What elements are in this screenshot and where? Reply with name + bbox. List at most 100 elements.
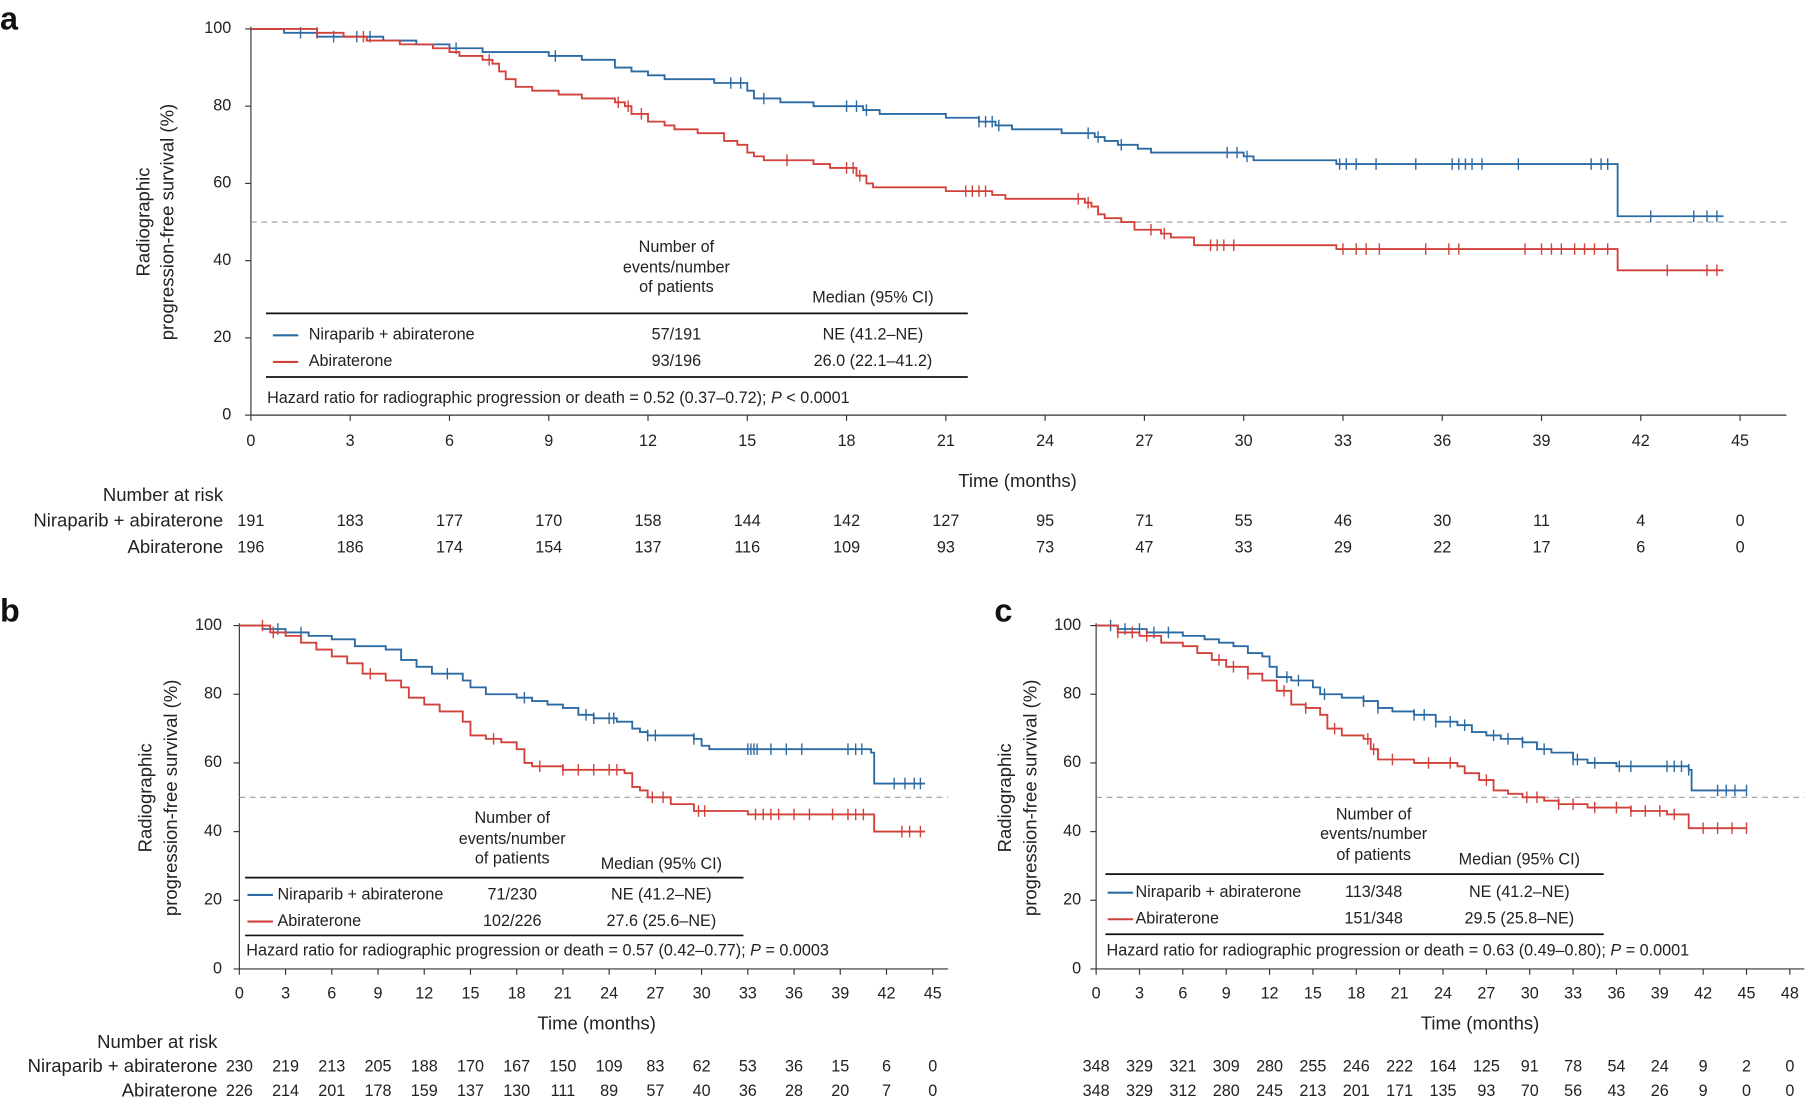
risk-count: 177 [436, 512, 463, 530]
legend-label: Abiraterone [278, 912, 362, 930]
x-tick-label: 24 [1036, 432, 1054, 450]
hazard-ratio-part: = 0.0003 [761, 942, 829, 960]
hazard-ratio-part: < 0.0001 [782, 389, 850, 407]
risk-count: 70 [1521, 1082, 1539, 1100]
x-tick-label: 33 [1334, 432, 1352, 450]
x-tick-label: 42 [1694, 985, 1712, 1003]
risk-count: 6 [1636, 538, 1645, 556]
risk-count: 186 [337, 538, 364, 556]
events-header: Number of [1336, 805, 1412, 823]
median-cell: NE (41.2–NE) [611, 885, 712, 903]
risk-count: 150 [549, 1058, 576, 1076]
x-tick-label: 39 [1533, 432, 1551, 450]
x-tick-label: 0 [1092, 985, 1101, 1003]
x-tick-label: 12 [639, 432, 657, 450]
risk-count: 183 [337, 512, 364, 530]
risk-row-label: Abiraterone [128, 536, 224, 557]
x-tick-label: 42 [877, 985, 895, 1003]
hazard-ratio-part: Hazard ratio for radiographic progressio… [1107, 942, 1611, 960]
x-tick-label: 15 [738, 432, 756, 450]
x-tick-label: 27 [1477, 985, 1495, 1003]
risk-count: 6 [882, 1058, 891, 1076]
y-tick-label: 100 [1054, 616, 1081, 634]
y-tick-label: 0 [222, 405, 231, 423]
risk-count: 20 [831, 1082, 849, 1100]
median-cell: 27.6 (25.6–NE) [607, 912, 717, 930]
risk-count: 40 [693, 1082, 711, 1100]
x-tick-label: 24 [600, 985, 618, 1003]
x-tick-label: 36 [1433, 432, 1451, 450]
risk-count: 0 [1736, 512, 1745, 530]
panel-label: c [994, 592, 1012, 628]
risk-count: 245 [1256, 1082, 1283, 1100]
y-tick-label: 100 [195, 616, 222, 634]
risk-count: 130 [503, 1082, 530, 1100]
y-tick-label: 40 [204, 822, 222, 840]
x-tick-label: 42 [1632, 432, 1650, 450]
risk-count: 226 [226, 1082, 253, 1100]
median-cell: 26.0 (22.1–41.2) [814, 352, 933, 370]
risk-row-label: Abiraterone [122, 1079, 218, 1100]
risk-count: 142 [833, 512, 860, 530]
y-tick-label: 60 [204, 753, 222, 771]
legend-label: Abiraterone [309, 352, 393, 370]
risk-count: 57 [646, 1082, 664, 1100]
risk-count: 9 [1699, 1082, 1708, 1100]
hazard-ratio-part: P [771, 389, 782, 407]
risk-count: 0 [1785, 1082, 1794, 1100]
risk-count: 213 [1299, 1082, 1326, 1100]
risk-count: 201 [1343, 1082, 1370, 1100]
x-tick-label: 12 [415, 985, 433, 1003]
risk-count: 230 [226, 1058, 253, 1076]
events-header: of patients [475, 849, 550, 867]
risk-count: 22 [1433, 538, 1451, 556]
y-tick-label: 20 [204, 891, 222, 909]
hazard-ratio: Hazard ratio for radiographic progressio… [1107, 942, 1690, 960]
risk-count: 36 [739, 1082, 757, 1100]
risk-count: 255 [1299, 1058, 1326, 1076]
y-tick-label: 0 [213, 959, 222, 977]
risk-count: 125 [1473, 1058, 1500, 1076]
events-header: of patients [1336, 846, 1411, 864]
y-tick-label: 60 [1063, 753, 1081, 771]
risk-count: 170 [535, 512, 562, 530]
x-tick-label: 0 [246, 432, 255, 450]
risk-count: 0 [1742, 1082, 1751, 1100]
survival-curve [1096, 624, 1747, 792]
risk-count: 321 [1169, 1058, 1196, 1076]
y-axis-label: Radiographic [135, 743, 156, 852]
risk-row-label: Niraparib + abiraterone [33, 509, 223, 530]
x-tick-label: 9 [544, 432, 553, 450]
survival-curve [239, 624, 926, 785]
x-tick-label: 3 [346, 432, 355, 450]
median-cell: 29.5 (25.8–NE) [1464, 910, 1574, 928]
legend-label: Abiraterone [1135, 910, 1219, 928]
risk-count: 89 [600, 1082, 618, 1100]
x-tick-label: 12 [1261, 985, 1279, 1003]
hazard-ratio-part: = 0.0001 [1621, 942, 1689, 960]
x-tick-label: 30 [1235, 432, 1253, 450]
risk-count: 111 [551, 1082, 576, 1100]
x-tick-label: 36 [1607, 985, 1625, 1003]
risk-count: 78 [1564, 1058, 1582, 1076]
risk-count: 164 [1430, 1058, 1457, 1076]
risk-count: 109 [833, 538, 860, 556]
x-axis-label: Time (months) [958, 470, 1077, 491]
risk-count: 71 [1135, 512, 1153, 530]
risk-count: 159 [411, 1082, 438, 1100]
risk-count: 137 [457, 1082, 484, 1100]
x-tick-label: 27 [646, 985, 664, 1003]
y-tick-label: 80 [213, 96, 231, 114]
risk-count: 348 [1083, 1058, 1110, 1076]
risk-count: 205 [365, 1058, 392, 1076]
risk-count: 9 [1699, 1058, 1708, 1076]
events-cell: 151/348 [1344, 910, 1402, 928]
risk-count: 55 [1235, 512, 1253, 530]
x-tick-label: 27 [1135, 432, 1153, 450]
risk-count: 93 [1477, 1082, 1495, 1100]
risk-count: 348 [1083, 1082, 1110, 1100]
risk-count: 43 [1607, 1082, 1625, 1100]
risk-count: 329 [1126, 1082, 1153, 1100]
risk-count: 222 [1386, 1058, 1413, 1076]
x-tick-label: 30 [693, 985, 711, 1003]
